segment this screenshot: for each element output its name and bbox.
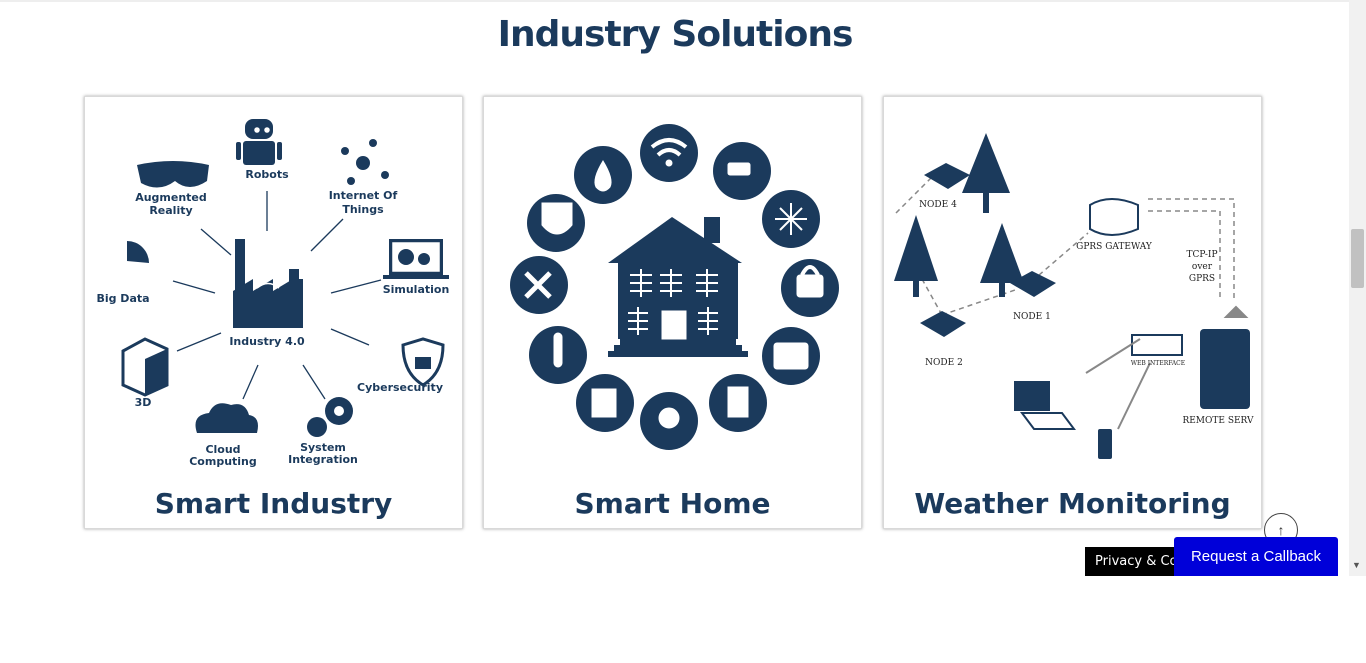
card-weather-monitoring[interactable]: NODE 4 NODE 1 NODE 2 GPRS GATEWAY TCP-IP… [883,96,1262,529]
scrollbar-thumb[interactable] [1351,229,1364,288]
label-web-interface: WEB INTERFACE [1131,360,1185,367]
smart-industry-illustration: Industry 4.0 Robots Augmented Reality In… [96,119,450,468]
label-industry-center: Industry 4.0 [229,335,305,348]
smart-home-illustration [510,124,839,450]
label-tcp-1: TCP-IP [1186,250,1217,260]
section-title: Industry Solutions [497,14,854,55]
label-tcp-3: GPRS [1189,274,1215,284]
label-iot-1: Internet Of [329,189,398,202]
label-cloud-1: Cloud [205,443,240,456]
label-simulation: Simulation [383,283,450,296]
label-big-data: Big Data [96,292,149,305]
label-system-2: Integration [288,453,358,466]
scroll-down-arrow-icon[interactable]: ▼ [1352,560,1361,570]
label-remote-server: REMOTE SERV [1182,416,1254,426]
label-3d: 3D [135,396,152,409]
label-cloud-2: Computing [189,455,257,468]
weather-monitoring-illustration: NODE 4 NODE 1 NODE 2 GPRS GATEWAY TCP-IP… [894,133,1254,459]
card-smart-home[interactable]: Smart Home [483,96,862,529]
label-robots: Robots [245,168,289,181]
label-tcp-2: over [1192,262,1213,272]
top-divider [0,0,1349,2]
label-ar-2: Reality [149,204,192,217]
label-node-4: NODE 4 [919,200,957,210]
label-node-2: NODE 2 [925,358,963,368]
card-title-weather-monitoring[interactable]: Weather Monitoring [914,487,1231,520]
label-cybersecurity: Cybersecurity [357,381,443,394]
card-title-smart-home[interactable]: Smart Home [574,487,771,520]
page-scrollbar[interactable] [1349,0,1366,576]
request-callback-button[interactable]: Request a Callback [1174,537,1338,576]
card-smart-industry[interactable]: Industry 4.0 Robots Augmented Reality In… [84,96,463,529]
card-title-smart-industry[interactable]: Smart Industry [154,487,393,520]
label-system-1: System [300,441,346,454]
label-iot-2: Things [342,203,384,216]
label-ar-1: Augmented [135,191,207,204]
arrow-up-icon: ↑ [1277,522,1285,538]
label-node-1: NODE 1 [1013,312,1051,322]
label-gprs-gateway: GPRS GATEWAY [1076,242,1153,252]
